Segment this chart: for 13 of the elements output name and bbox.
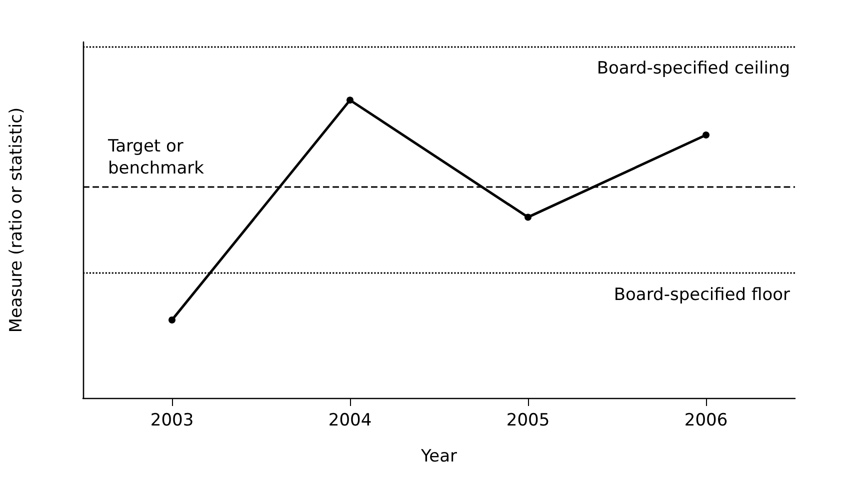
y-axis-title: Measure (ratio or statistic) — [6, 107, 26, 333]
point — [346, 96, 354, 104]
ref-line-label: Board-specified ceiling — [596, 58, 790, 79]
point — [168, 316, 176, 324]
ref-line-label: Board-specified floor — [614, 284, 790, 305]
point — [702, 131, 710, 138]
ref-line-label: Target or benchmark — [107, 136, 204, 179]
point — [524, 214, 532, 221]
x-tick-label: 2004 — [328, 410, 372, 430]
x-axis-title: Year — [420, 446, 458, 466]
x-tick-label: 2006 — [684, 410, 728, 430]
x-tick-label: 2003 — [150, 410, 194, 430]
x-tick-label: 2005 — [506, 410, 550, 430]
